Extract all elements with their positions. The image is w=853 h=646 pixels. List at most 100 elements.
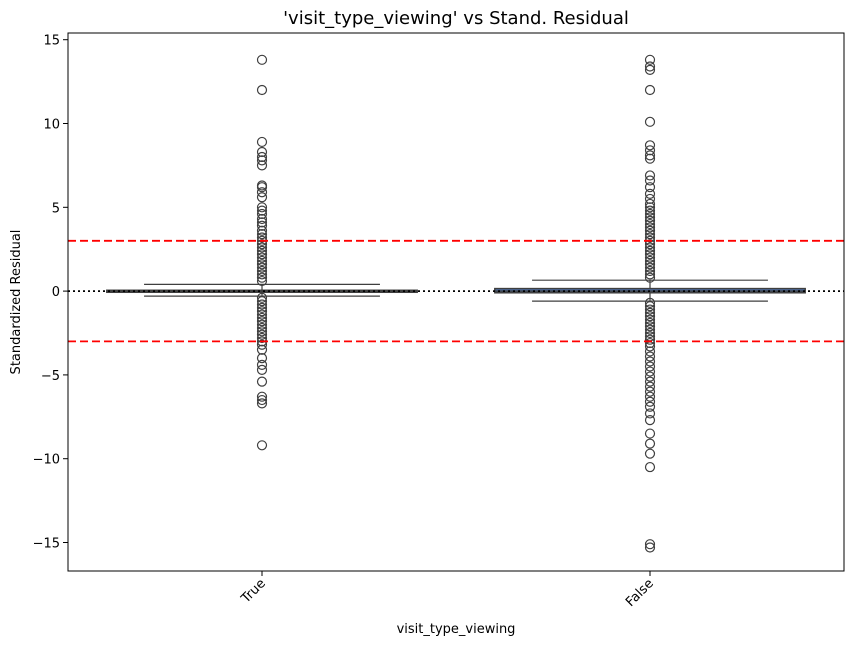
outlier-point <box>256 391 268 402</box>
outlier-point <box>644 371 656 382</box>
y-tick-label: −10 <box>33 453 60 468</box>
outlier-point <box>644 301 656 312</box>
outlier-point <box>256 296 268 307</box>
outlier-point <box>644 361 656 372</box>
outlier-point <box>644 153 656 164</box>
outlier-point <box>644 255 656 267</box>
outlier-point <box>644 324 656 335</box>
outlier-point <box>256 299 268 310</box>
outlier-point <box>644 225 656 236</box>
outlier-point <box>256 302 268 313</box>
outlier-point <box>644 408 656 419</box>
y-tick-label: −15 <box>33 537 60 552</box>
outlier-point <box>256 322 268 334</box>
outlier-point <box>256 213 268 225</box>
outlier-point <box>256 364 268 375</box>
outlier-point <box>644 239 656 250</box>
outlier-point <box>644 193 656 205</box>
outlier-point <box>256 229 268 240</box>
outlier-point <box>644 386 656 397</box>
outlier-point <box>256 225 268 236</box>
outlier-point <box>256 262 268 273</box>
outlier-point <box>644 150 656 161</box>
x-tick-label: False <box>623 576 657 610</box>
outlier-point <box>256 326 268 337</box>
outlier-point <box>644 249 656 260</box>
outlier-point <box>256 353 268 364</box>
outlier-point <box>644 311 656 322</box>
outlier-point <box>644 334 656 345</box>
outlier-point <box>256 84 268 96</box>
outlier-point <box>644 265 656 277</box>
outlier-point <box>256 339 268 350</box>
outlier-point <box>256 239 268 250</box>
outlier-point <box>644 269 656 280</box>
outlier-point <box>256 259 268 270</box>
outlier-point <box>644 229 656 240</box>
outlier-point <box>256 232 268 243</box>
outlier-point <box>644 346 656 357</box>
outlier-point <box>644 208 656 220</box>
outlier-point <box>256 329 268 340</box>
outlier-point <box>256 292 268 303</box>
outlier-point <box>256 220 268 231</box>
y-tick-label: 15 <box>43 34 60 49</box>
outlier-point <box>256 217 268 228</box>
outlier-point <box>644 116 656 127</box>
outlier-point <box>644 188 656 199</box>
outlier-point <box>256 160 268 171</box>
chart-title: 'visit_type_viewing' vs Stand. Residual <box>283 8 629 29</box>
outlier-point <box>256 309 268 320</box>
outlier-point <box>644 297 656 308</box>
outlier-point <box>644 366 656 377</box>
outlier-point <box>256 192 268 203</box>
outlier-point <box>256 249 268 260</box>
outlier-point <box>644 337 656 349</box>
outlier-point <box>644 272 656 283</box>
outlier-point <box>644 314 656 325</box>
outlier-point <box>644 381 656 392</box>
outlier-point <box>256 146 268 158</box>
y-axis-title: Standardized Residual <box>9 230 24 375</box>
outlier-point <box>256 255 268 267</box>
outlier-point <box>256 136 268 148</box>
outlier-point <box>644 64 656 75</box>
outlier-point <box>256 151 268 163</box>
outlier-point <box>644 539 656 550</box>
outlier-point <box>256 359 268 370</box>
outlier-point <box>644 84 656 96</box>
outlier-point <box>644 54 656 65</box>
outlier-point <box>644 376 656 387</box>
outlier-point <box>644 198 656 210</box>
outlier-point <box>256 275 268 287</box>
outlier-point <box>644 401 656 412</box>
y-axis: 15 10 5 0 −5 −10 −15 <box>33 34 68 552</box>
outlier-point <box>256 205 268 216</box>
outlier-point <box>256 54 268 65</box>
outlier-point <box>256 344 268 355</box>
plot-area <box>68 54 844 553</box>
outlier-point <box>256 319 268 330</box>
outlier-point <box>644 202 656 213</box>
outlier-point <box>644 396 656 407</box>
x-axis: True False <box>238 571 657 610</box>
plot-frame <box>67 32 845 572</box>
outlier-point <box>644 252 656 263</box>
outlier-point <box>644 448 656 459</box>
outlier-point <box>644 415 656 426</box>
outlier-point <box>644 170 656 181</box>
outlier-point <box>256 394 268 406</box>
y-tick-label: 5 <box>52 201 60 216</box>
outlier-point <box>644 317 656 329</box>
outlier-point <box>256 269 268 280</box>
outlier-point <box>256 306 268 317</box>
y-tick-label: 0 <box>52 285 60 300</box>
outlier-point <box>644 222 656 233</box>
outlier-point <box>256 376 268 387</box>
outlier-point <box>256 398 268 409</box>
outlier-point <box>644 327 656 339</box>
outlier-point <box>644 259 656 270</box>
outlier-point <box>256 312 268 324</box>
outlier-point <box>644 232 656 243</box>
outlier-point <box>256 252 268 263</box>
